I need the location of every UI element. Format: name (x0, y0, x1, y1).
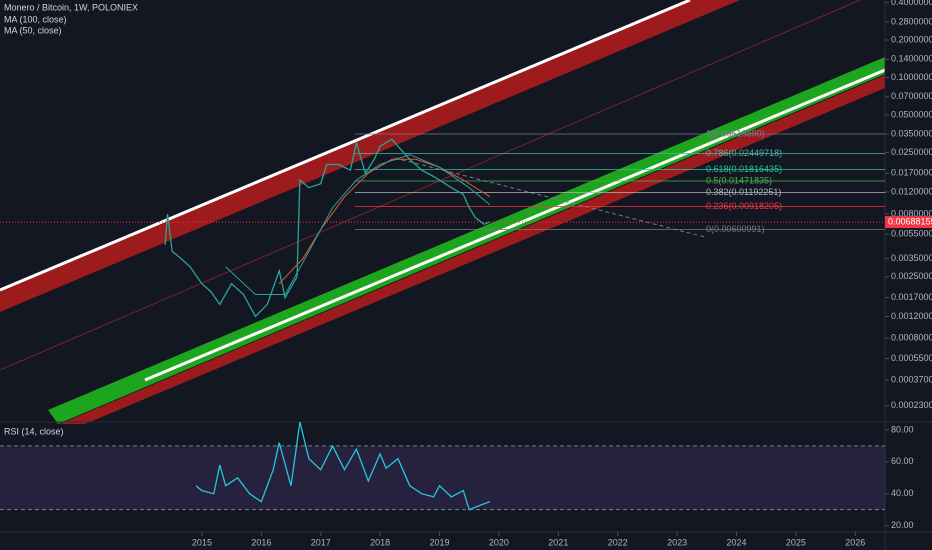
rsi-band (0, 445, 885, 510)
fib-label: 0.786(0.02449718) (706, 148, 782, 158)
fib-label: 0.5(0.01471835) (706, 175, 772, 185)
x-tick-label: 2025 (786, 537, 806, 547)
fib-label: 0.382(0.01192251) (706, 187, 781, 197)
x-tick-label: 2023 (667, 537, 687, 547)
upper-channel (0, 0, 740, 312)
x-tick-label: 2019 (430, 537, 450, 547)
legend-entry: MA (100, close) (4, 14, 67, 24)
channel-mid (0, 0, 861, 371)
series-line (225, 154, 491, 295)
price-tag-label: 0.00688159 (888, 216, 932, 226)
fib-label: 0.618(0.01816435) (706, 164, 782, 174)
y-tick-label: 40.00 (891, 488, 914, 498)
fib-label: 0.236(0.00918205) (706, 201, 782, 211)
trend-dashed (394, 157, 706, 238)
x-tick-label: 2021 (548, 537, 568, 547)
fib-label: 1(0.03516890) (706, 128, 765, 138)
lower-channel (60, 75, 885, 424)
series-line (164, 138, 491, 318)
series-line (195, 421, 491, 511)
y-tick-label: 80.00 (891, 424, 914, 434)
support-line (144, 68, 886, 382)
y-tick-label: 0.00023000 (891, 400, 932, 410)
x-tick-label: 2026 (845, 537, 865, 547)
rsi-title: RSI (14, close) (4, 426, 64, 436)
x-tick-label: 2018 (370, 537, 390, 547)
x-tick-label: 2024 (726, 537, 746, 547)
y-tick-label: 60.00 (891, 456, 914, 466)
x-tick-label: 2017 (311, 537, 331, 547)
fib-label: 0(0.00600991) (706, 224, 765, 234)
x-tick-label: 2015 (192, 537, 212, 547)
series-line (278, 158, 491, 285)
legend-entry: MA (50, close) (4, 25, 62, 35)
upper-channel-line (0, 0, 691, 292)
x-tick-label: 2022 (608, 537, 628, 547)
price-tag (885, 216, 932, 229)
x-tick-label: 2020 (489, 537, 509, 547)
chart-title: Monero / Bitcoin, 1W, POLONIEX (4, 2, 138, 12)
x-tick-label: 2016 (251, 537, 271, 547)
y-tick-label: 20.00 (891, 520, 914, 530)
